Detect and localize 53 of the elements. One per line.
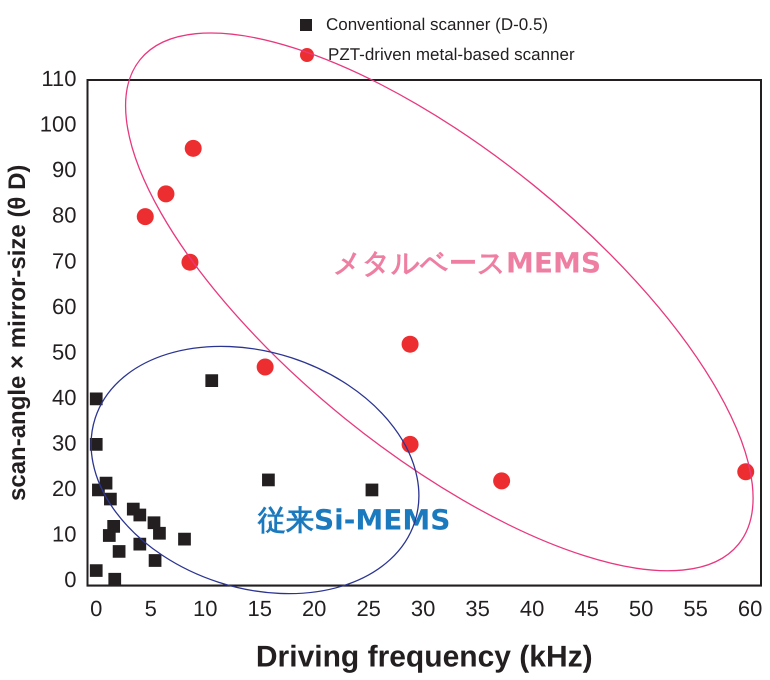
point (90, 392, 103, 406)
y-tick-label: 60 (52, 294, 77, 319)
x-tick-label: 30 (410, 596, 436, 621)
x-axis-title: Driving frequency (kHz) (256, 640, 593, 674)
point (100, 476, 112, 490)
point (256, 358, 274, 376)
y-tick-label: 90 (52, 157, 77, 182)
point (133, 508, 146, 522)
point (737, 463, 754, 480)
y-tick-label: 50 (52, 339, 77, 364)
point (136, 208, 154, 226)
x-tick-label: 15 (247, 596, 272, 621)
point (112, 545, 126, 558)
point (493, 472, 510, 490)
y-tick-label: 0 (64, 567, 77, 592)
point (153, 526, 166, 540)
point (107, 520, 120, 533)
point (148, 554, 162, 567)
legend-label: Conventional scanner (D-0.5) (325, 14, 550, 36)
point (262, 474, 275, 486)
x-tick-label: 35 (465, 596, 490, 621)
point (402, 336, 419, 353)
point (178, 532, 191, 546)
legend-label: PZT-driven metal-based scanner (327, 44, 575, 66)
x-tick-label: 55 (683, 596, 708, 621)
x-tick-label: 60 (738, 596, 762, 621)
point (205, 374, 218, 387)
point (181, 254, 198, 271)
point (184, 140, 202, 157)
x-tick-label: 5 (144, 596, 157, 621)
y-tick-label: 30 (52, 430, 77, 456)
y-tick-label: 110 (41, 66, 77, 92)
x-tick-label: 25 (356, 596, 381, 621)
x-tick-label: 40 (520, 596, 544, 621)
y-axis-title: scan-angle × mirror-size (θ D) (4, 164, 32, 502)
x-tick-label: 0 (90, 596, 102, 621)
y-tick-label: 40 (52, 384, 77, 410)
x-tick-label: 20 (302, 596, 326, 621)
y-tick-label: 80 (52, 202, 77, 228)
point (157, 185, 174, 202)
y-tick-label: 100 (40, 112, 77, 137)
point (133, 538, 146, 551)
y-tick-label: 20 (52, 476, 77, 502)
x-tick-label: 10 (192, 596, 218, 621)
point (90, 564, 103, 577)
x-tick-label: 50 (628, 596, 654, 621)
point (402, 436, 419, 453)
annotation: メタルベースMEMS (333, 246, 602, 280)
point (148, 516, 160, 530)
y-tick-label: 70 (52, 248, 77, 274)
point (366, 484, 378, 496)
x-tick-label: 45 (574, 596, 599, 621)
y-tick-label: 10 (52, 522, 77, 547)
